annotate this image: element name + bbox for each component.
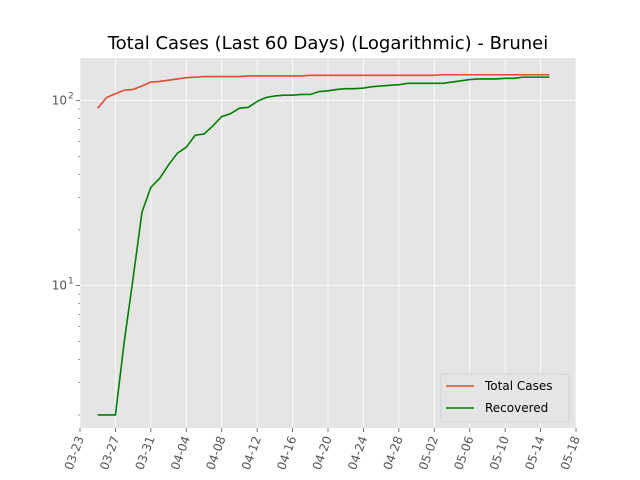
chart-title: Total Cases (Last 60 Days) (Logarithmic)… (107, 33, 549, 54)
x-tick-label: 04-12 (239, 434, 264, 472)
x-tick-label: 04-20 (310, 434, 335, 472)
x-tick-label: 04-24 (345, 434, 370, 472)
x-tick-label: 03-27 (97, 434, 122, 472)
x-tick-label: 05-14 (522, 434, 547, 472)
x-tick-label: 04-08 (203, 434, 228, 472)
x-tick-label: 03-31 (133, 434, 158, 472)
series-total-cases (97, 73, 550, 109)
x-tick-label: 04-16 (274, 434, 299, 472)
grid (79, 58, 577, 428)
x-tick-label: 04-04 (168, 434, 193, 472)
x-tick-label: 03-23 (62, 434, 87, 472)
x-tick-label: 05-10 (487, 434, 512, 472)
x-tick-label: 05-06 (451, 434, 476, 472)
legend-label-recovered: Recovered (485, 401, 548, 415)
x-axis: 03-23 03-27 03-31 04-04 04-08 04-12 04-16 04-20… (62, 428, 583, 472)
x-tick-label: 05-02 (416, 434, 441, 472)
legend[interactable]: Total Cases Recovered (440, 373, 570, 423)
y-tick-label: 10 (52, 279, 67, 293)
series-layer (97, 73, 550, 416)
x-tick-label: 04-28 (381, 434, 406, 472)
series-recovered (97, 76, 550, 416)
y-tick-exponent: 1 (68, 277, 74, 287)
legend-label-total-cases: Total Cases (484, 379, 552, 393)
x-tick-label: 05-18 (558, 434, 583, 472)
y-tick-label: 10 (52, 94, 67, 108)
y-tick-exponent: 2 (68, 92, 74, 102)
